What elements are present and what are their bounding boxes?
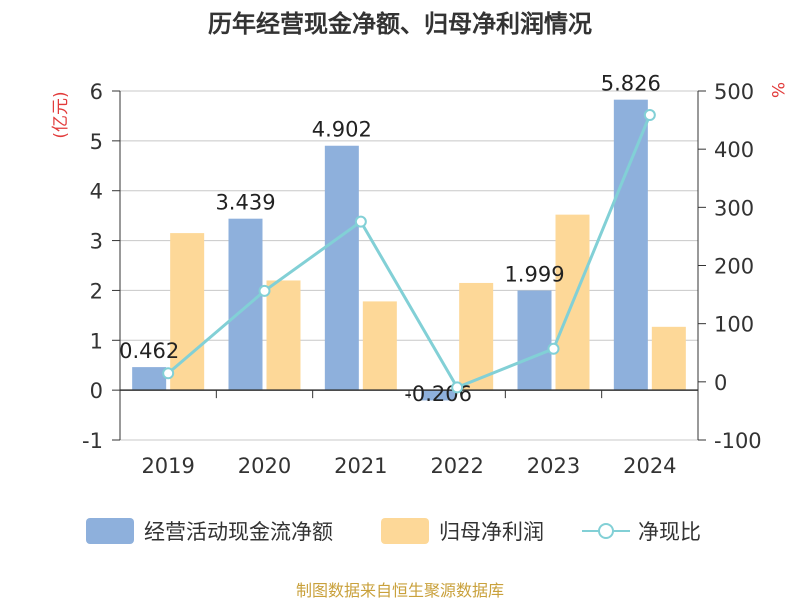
bar-cashflow	[613, 99, 648, 391]
x-tick-label: 2024	[623, 454, 676, 478]
data-label-cashflow: 1.999	[504, 262, 564, 286]
x-tick-label: 2021	[334, 454, 387, 478]
y-right-tick-label: -100	[714, 429, 762, 453]
legend-item-cashflow[interactable]: 经营活动现金流净额	[86, 516, 333, 546]
chart-title: 历年经营现金净额、归母净利润情况	[208, 10, 592, 38]
ratio-marker	[451, 381, 464, 394]
y-right-unit: %	[767, 82, 787, 98]
bar-cashflow	[132, 367, 167, 391]
y-left-tick-label: 5	[90, 130, 103, 154]
y-left-tick-label: -1	[82, 429, 103, 453]
bar-profit	[266, 280, 301, 391]
legend-label-cashflow: 经营活动现金流净额	[144, 520, 333, 544]
bar-cashflow	[324, 145, 359, 391]
y-right-tick-label: 400	[714, 138, 754, 162]
ratio-marker	[258, 284, 271, 297]
x-tick-label: 2023	[527, 454, 580, 478]
legend-item-profit[interactable]: 归母净利润	[381, 516, 544, 546]
y-left-tick-label: 0	[90, 379, 103, 403]
ratio-marker	[547, 342, 560, 355]
bar-profit	[362, 301, 397, 391]
legend-swatch-profit	[381, 518, 429, 544]
y-left-tick-label: 4	[90, 180, 103, 204]
legend-swatch-cashflow	[86, 518, 134, 544]
y-right-tick-label: 300	[714, 196, 754, 220]
x-tick-label: 2019	[141, 454, 194, 478]
y-right-tick-label: 0	[714, 371, 727, 395]
data-label-cashflow: 0.462	[119, 339, 179, 363]
bar-cashflow	[228, 218, 263, 391]
ratio-marker	[643, 109, 656, 122]
data-label-cashflow: 5.826	[601, 72, 661, 96]
bar-profit	[651, 326, 686, 391]
source-note: 制图数据来自恒生聚源数据库	[295, 581, 504, 600]
y-left-tick-label: 6	[90, 80, 103, 104]
y-right-tick-label: 100	[714, 313, 754, 337]
legend-item-ratio[interactable]: 净现比	[582, 516, 701, 546]
ratio-marker	[354, 215, 367, 228]
ratio-line	[167, 114, 652, 390]
y-left-unit: (亿元)	[51, 91, 71, 138]
y-right-tick-label: 200	[714, 255, 754, 279]
bar-cashflow	[421, 390, 456, 401]
data-label-cashflow: 3.439	[215, 191, 275, 215]
y-left-tick-label: 3	[90, 230, 103, 254]
x-tick-label: 2020	[238, 454, 291, 478]
legend-label-profit: 归母净利润	[439, 520, 544, 544]
y-left-tick-label: 1	[90, 329, 103, 353]
ratio-marker	[162, 367, 175, 380]
data-label-cashflow: 4.902	[312, 118, 372, 142]
bar-cashflow	[517, 290, 552, 391]
bar-profit	[459, 282, 494, 391]
legend: 经营活动现金流净额 归母净利润 净现比	[0, 516, 800, 556]
x-tick-label: 2022	[430, 454, 483, 478]
legend-marker-ratio	[582, 518, 630, 544]
y-right-tick-label: 500	[714, 80, 754, 104]
y-left-tick-label: 2	[90, 279, 103, 303]
legend-label-ratio: 净现比	[638, 520, 701, 544]
bar-profit	[170, 233, 205, 391]
